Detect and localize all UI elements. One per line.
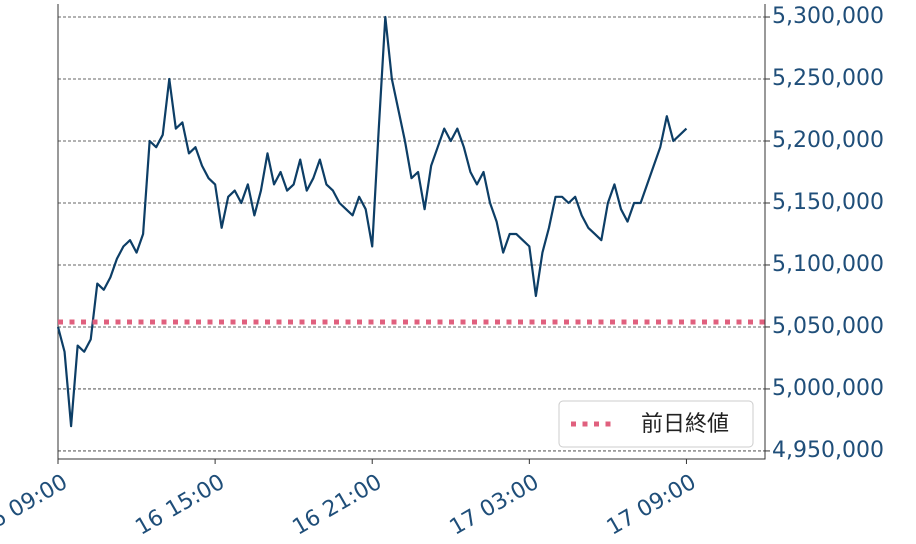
legend-label: 前日終値: [641, 412, 729, 437]
price-line: [56, 15, 688, 428]
y-tick-label: 5,150,000: [772, 190, 884, 215]
y-tick-label: 5,200,000: [772, 128, 884, 153]
x-tick-label: 16 21:00: [289, 470, 387, 541]
y-tick-label: 5,300,000: [772, 4, 884, 29]
y-tick-label: 5,000,000: [772, 376, 884, 401]
y-tick-label: 5,050,000: [772, 314, 884, 339]
y-tick-label: 4,950,000: [772, 438, 884, 463]
x-tick-label: 17 03:00: [446, 470, 544, 541]
x-tick-label: 16 09:00: [0, 470, 72, 541]
x-tick-label: 17 09:00: [603, 470, 701, 541]
y-tick-label: 5,250,000: [772, 66, 884, 91]
legend: 前日終値: [558, 400, 754, 448]
frame: [57, 4, 766, 460]
x-tick-label: 16 15:00: [131, 470, 229, 541]
legend-box: [558, 400, 754, 448]
y-tick-label: 5,100,000: [772, 252, 884, 277]
